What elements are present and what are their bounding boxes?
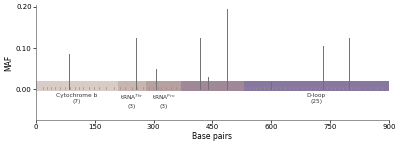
Text: D-loop
(25): D-loop (25)	[307, 93, 326, 104]
Text: tRNA$^{Pro}$
(3): tRNA$^{Pro}$ (3)	[152, 93, 175, 108]
Y-axis label: MAF: MAF	[4, 54, 13, 71]
Text: tRNA$^{Thr}$
(3): tRNA$^{Thr}$ (3)	[120, 93, 144, 108]
Text: Cytochrome b
(7): Cytochrome b (7)	[56, 93, 98, 104]
X-axis label: Base pairs: Base pairs	[192, 132, 232, 141]
Bar	[181, 81, 244, 91]
Bar	[36, 81, 118, 91]
Bar	[244, 81, 389, 91]
Bar	[118, 81, 146, 91]
Bar	[146, 81, 181, 91]
